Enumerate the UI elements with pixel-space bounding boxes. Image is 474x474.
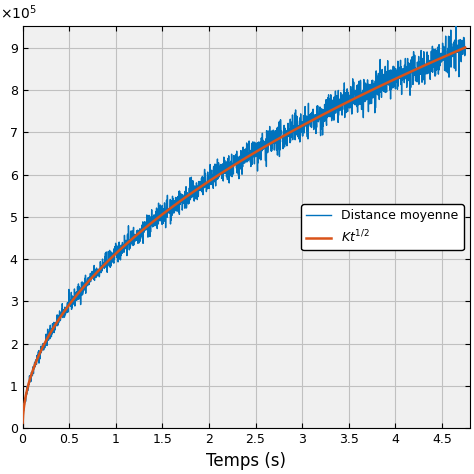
Distance moyenne [368,84,374,90]
Distance moyenne [42,340,48,346]
$Kt^{1/2}$ [223,167,229,173]
$Kt^{1/2}$ [462,45,468,50]
Distance moyenne [462,52,468,57]
$Kt^{1/2}$ [20,420,26,426]
$Kt^{1/2}$ [449,50,455,56]
Distance moyenne [453,20,459,26]
$Kt^{1/2}$ [235,160,241,165]
Distance moyenne [449,47,455,53]
Line: $Kt^{1/2}$: $Kt^{1/2}$ [23,47,465,423]
Line: Distance moyenne: Distance moyenne [23,23,465,422]
Distance moyenne [449,54,455,59]
Distance moyenne [20,419,26,425]
$Kt^{1/2}$ [368,88,374,93]
Distance moyenne [235,154,241,160]
$Kt^{1/2}$ [449,50,455,56]
$Kt^{1/2}$ [42,339,48,345]
Distance moyenne [223,166,229,172]
X-axis label: Temps (s): Temps (s) [206,452,286,470]
Legend: Distance moyenne, $Kt^{1/2}$: Distance moyenne, $Kt^{1/2}$ [301,204,464,250]
Text: $\times 10^5$: $\times 10^5$ [0,4,37,22]
